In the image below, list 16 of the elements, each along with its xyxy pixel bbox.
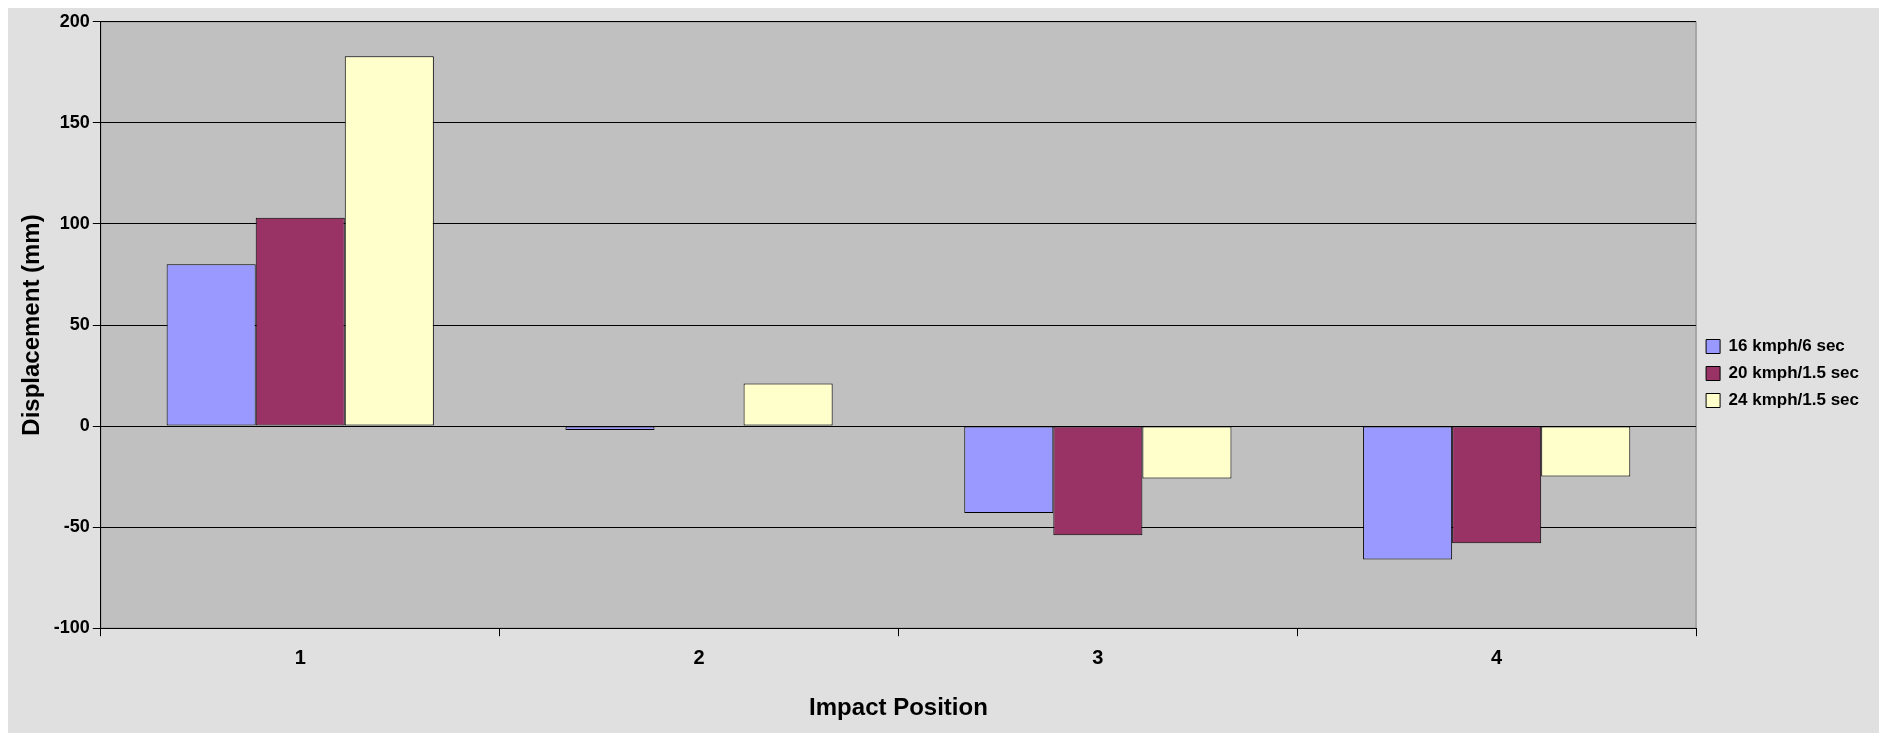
legend-label: 16 kmph/6 sec: [1728, 336, 1845, 356]
x-axis-title: Impact Position: [809, 693, 988, 721]
x-tick-label: 3: [1092, 645, 1104, 668]
y-tick-label: 100: [59, 212, 90, 233]
y-tick-label: -100: [53, 617, 90, 638]
x-tick-label: 4: [1491, 645, 1504, 668]
y-tick-label: 150: [59, 111, 90, 132]
legend-label: 20 kmph/1.5 sec: [1728, 363, 1860, 383]
x-tick-label: 2: [693, 645, 705, 668]
x-tick-label: 1: [294, 645, 306, 668]
y-tick-label: 200: [59, 10, 90, 31]
y-tick-label: 0: [79, 415, 90, 436]
y-tick-label: -50: [63, 516, 90, 537]
y-axis-title: Displacement (mm): [17, 214, 45, 436]
y-tick-label: 50: [69, 313, 90, 334]
legend-label: 24 kmph/1.5 sec: [1728, 390, 1860, 410]
